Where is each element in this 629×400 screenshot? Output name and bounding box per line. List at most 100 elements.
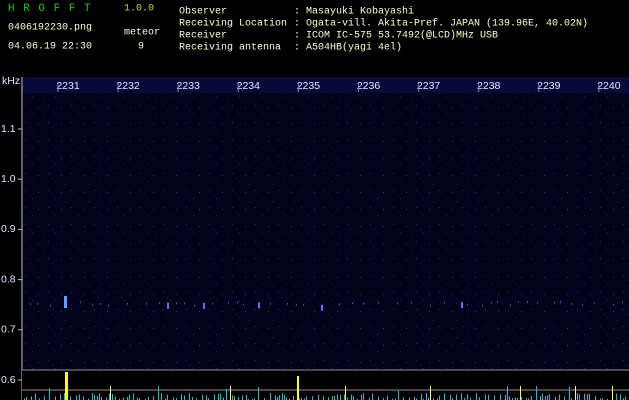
level-spike — [509, 396, 510, 400]
level-spike — [515, 397, 516, 400]
level-spike — [571, 398, 572, 400]
level-spike — [31, 396, 32, 400]
freq-label: 0.7 — [1, 324, 16, 336]
level-spike — [167, 394, 168, 400]
echo-spot — [296, 303, 297, 306]
echo-spot — [461, 302, 463, 309]
level-spike — [83, 396, 84, 400]
level-spike — [337, 394, 338, 400]
level-spike — [485, 394, 486, 400]
meteor-spike — [230, 386, 231, 400]
level-spike — [258, 386, 259, 400]
level-spike — [277, 397, 278, 400]
level-spike — [357, 398, 358, 400]
level-panel — [22, 370, 629, 400]
level-spike — [500, 394, 501, 400]
freq-label: 1.1 — [1, 123, 16, 135]
echo-spot — [303, 304, 304, 307]
level-spike — [409, 397, 410, 400]
time-label: 2234 — [237, 80, 261, 92]
level-spike — [282, 393, 283, 400]
echo-spot — [184, 302, 185, 305]
level-spike — [206, 395, 207, 400]
level-spike — [284, 394, 285, 400]
level-spike — [289, 398, 290, 400]
time-label: 2238 — [477, 80, 501, 92]
level-spike — [494, 395, 495, 400]
level-spike — [161, 393, 162, 400]
level-spike — [123, 397, 124, 400]
level-spike — [173, 397, 174, 400]
echo-spot — [339, 303, 340, 306]
level-spike — [361, 394, 362, 400]
level-spike — [620, 394, 621, 400]
echo-spot — [64, 296, 67, 308]
level-spike — [456, 394, 457, 400]
echo-spot — [212, 302, 213, 305]
level-spike — [602, 398, 603, 400]
level-spike — [403, 397, 404, 400]
level-spike — [340, 394, 341, 400]
level-spike — [579, 394, 580, 400]
level-spike — [467, 394, 468, 400]
level-spike — [353, 396, 354, 400]
field-label: Receiving antenna — [179, 42, 281, 54]
level-spike — [531, 395, 532, 400]
level-spike — [119, 398, 120, 400]
level-spike — [559, 394, 560, 400]
echo-spot — [194, 304, 195, 307]
file-name: 0406192230.png — [8, 23, 92, 34]
level-spike — [133, 393, 134, 400]
freq-unit: kHz — [2, 75, 20, 87]
level-spike — [220, 393, 221, 400]
level-spike — [101, 396, 102, 400]
echo-spot — [237, 301, 238, 304]
level-spike — [270, 393, 271, 400]
meteor-spike — [575, 386, 576, 400]
level-spike — [542, 393, 543, 400]
level-spike — [106, 397, 107, 400]
level-spike — [332, 396, 333, 400]
field-label: Receiver — [179, 30, 227, 42]
level-spike — [369, 397, 370, 400]
level-spike — [616, 393, 617, 400]
meteor-spike — [612, 386, 613, 400]
datetime: 04.06.19 22:30 — [8, 42, 92, 53]
level-spike — [318, 394, 319, 400]
level-spike — [512, 398, 513, 400]
level-spike — [587, 394, 588, 400]
level-spike — [218, 393, 219, 400]
time-label: 2237 — [417, 80, 441, 92]
field-value: : A504HB(yagi 4el) — [294, 42, 402, 54]
level-spike — [79, 394, 80, 400]
level-spike — [232, 395, 233, 400]
level-spike — [148, 396, 149, 400]
level-spike — [521, 396, 522, 400]
level-spike — [372, 393, 373, 400]
echo-spot — [363, 302, 364, 305]
level-spike — [416, 398, 417, 400]
level-spike — [248, 398, 249, 400]
echo-spot — [554, 301, 555, 304]
echo-spot — [108, 304, 109, 307]
level-spike — [97, 395, 98, 400]
level-spike — [444, 393, 445, 400]
level-spike — [181, 394, 182, 400]
echo-spot — [518, 301, 519, 304]
level-spike — [184, 395, 185, 400]
time-label: 2236 — [357, 80, 381, 92]
echo-spot — [92, 303, 93, 306]
level-spike — [109, 393, 110, 400]
level-spike — [540, 395, 541, 400]
echo-spot — [80, 301, 81, 304]
level-spike — [536, 385, 537, 400]
level-spike — [351, 394, 352, 400]
level-spike — [252, 398, 253, 400]
level-spike — [398, 390, 399, 400]
level-spike — [275, 395, 276, 400]
level-spike — [470, 397, 471, 400]
meteor-spike — [520, 386, 521, 400]
level-spike — [363, 393, 364, 400]
level-spike — [433, 398, 434, 400]
